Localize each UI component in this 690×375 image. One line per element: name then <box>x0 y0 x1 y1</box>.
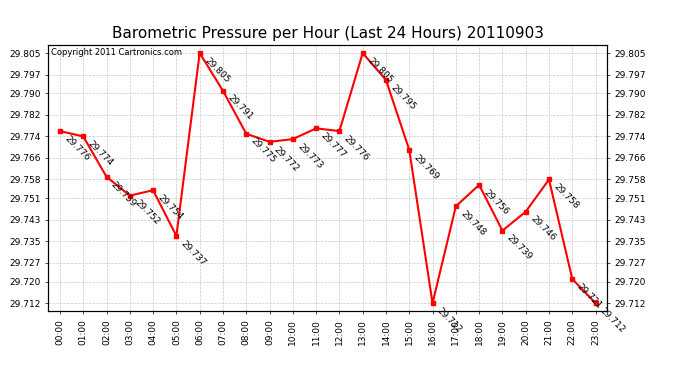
Text: 29.772: 29.772 <box>273 145 301 173</box>
Text: 29.739: 29.739 <box>505 233 534 262</box>
Text: 29.756: 29.756 <box>482 188 511 216</box>
Text: 29.737: 29.737 <box>179 239 208 267</box>
Text: 29.759: 29.759 <box>109 180 138 208</box>
Text: 29.721: 29.721 <box>575 282 604 310</box>
Text: 29.776: 29.776 <box>342 134 371 162</box>
Text: 29.769: 29.769 <box>412 153 441 181</box>
Text: 29.752: 29.752 <box>132 198 161 227</box>
Text: 29.777: 29.777 <box>319 131 348 160</box>
Text: 29.805: 29.805 <box>366 56 394 84</box>
Text: 29.754: 29.754 <box>156 193 184 222</box>
Text: 29.758: 29.758 <box>552 182 580 211</box>
Text: 29.748: 29.748 <box>459 209 487 238</box>
Text: 29.774: 29.774 <box>86 139 115 168</box>
Text: 29.712: 29.712 <box>598 306 627 334</box>
Text: 29.805: 29.805 <box>202 56 231 84</box>
Text: 29.773: 29.773 <box>295 142 324 171</box>
Text: 29.776: 29.776 <box>63 134 91 162</box>
Text: 29.775: 29.775 <box>249 136 277 165</box>
Text: 29.791: 29.791 <box>226 93 255 122</box>
Text: 29.746: 29.746 <box>529 214 557 243</box>
Title: Barometric Pressure per Hour (Last 24 Hours) 20110903: Barometric Pressure per Hour (Last 24 Ho… <box>112 26 544 41</box>
Text: 29.712: 29.712 <box>435 306 464 334</box>
Text: Copyright 2011 Cartronics.com: Copyright 2011 Cartronics.com <box>51 48 182 57</box>
Text: 29.795: 29.795 <box>388 83 417 111</box>
